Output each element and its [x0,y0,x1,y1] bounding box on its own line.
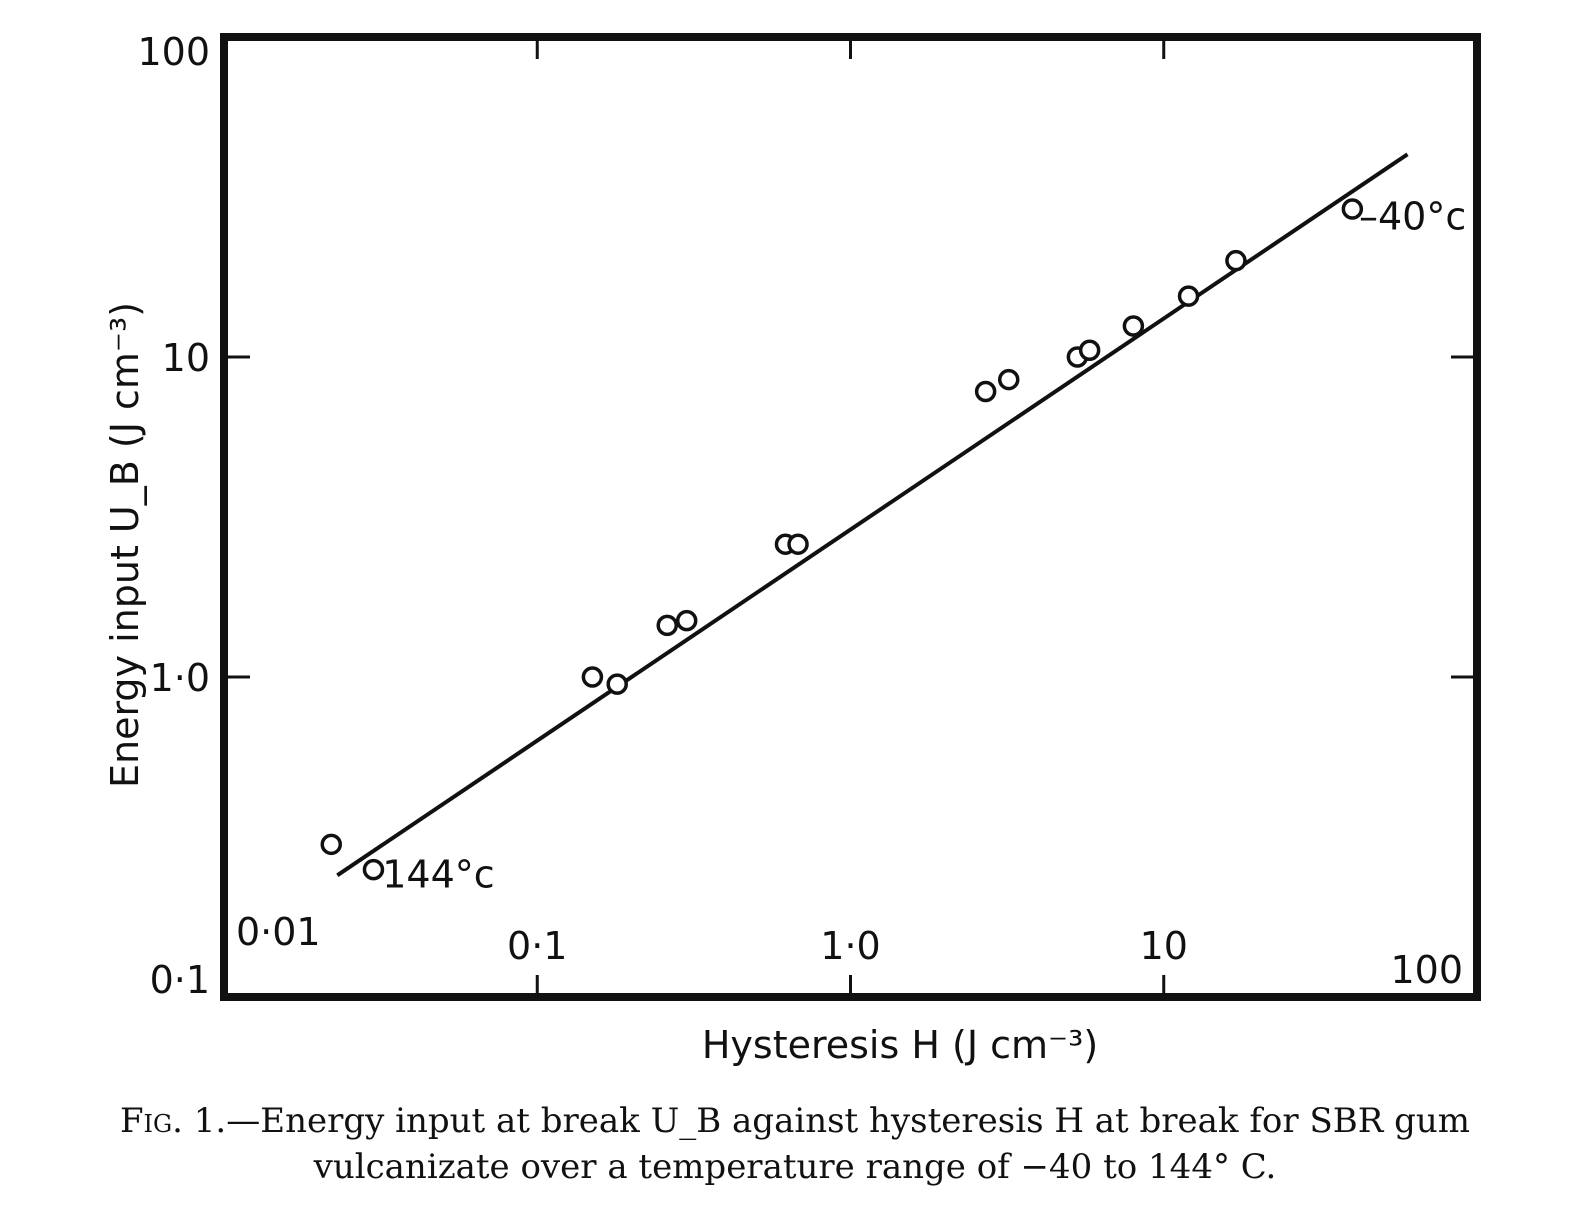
data-point [1122,315,1145,337]
y-tick-label: 1·0 [150,656,210,700]
fit-line [336,152,1409,877]
data-point [997,368,1020,391]
data-point [1225,249,1247,272]
y-tick-label: 10 [162,336,210,380]
caption-fig-label: Fig. 1. [119,1101,227,1141]
data-point [656,614,678,637]
annotations: 144°c –40°c [382,195,1466,897]
data-point [581,666,604,688]
data-point [675,609,698,632]
fit-line-group [336,152,1409,877]
caption-text: —Energy input at break U_B against hyste… [226,1101,1471,1187]
y-tick-label: 0·1 [150,958,210,1002]
x-tick-label: 100 [1390,948,1463,992]
x-tick-label: 0·01 [236,910,321,954]
data-point [362,858,385,881]
figure-caption: Fig. 1.—Energy input at break U_B agains… [40,1098,1550,1190]
x-tick-label: 10 [1140,924,1188,968]
x-tick-label: 1·0 [820,924,880,968]
y-axis-label: Energy input U_B (J cm⁻³) [103,302,147,788]
x-axis-ticks: 0·01 0·1 1·0 10 100 [236,37,1463,997]
temperature-annotation: –40°c [1359,195,1466,239]
data-point [1177,285,1200,307]
y-axis-ticks: 0·1 1·0 10 100 [137,30,1477,1002]
data-point [606,673,628,695]
y-tick-label: 100 [137,30,210,74]
data-point [974,380,997,403]
data-point [1341,198,1364,220]
x-axis-label: Hysteresis H (J cm⁻³) [702,1023,1098,1067]
data-point [787,533,809,555]
data-point [1078,339,1101,361]
x-tick-label: 0·1 [507,924,567,968]
data-points [320,198,1364,881]
data-point [320,833,343,856]
temperature-annotation: 144°c [382,852,494,896]
